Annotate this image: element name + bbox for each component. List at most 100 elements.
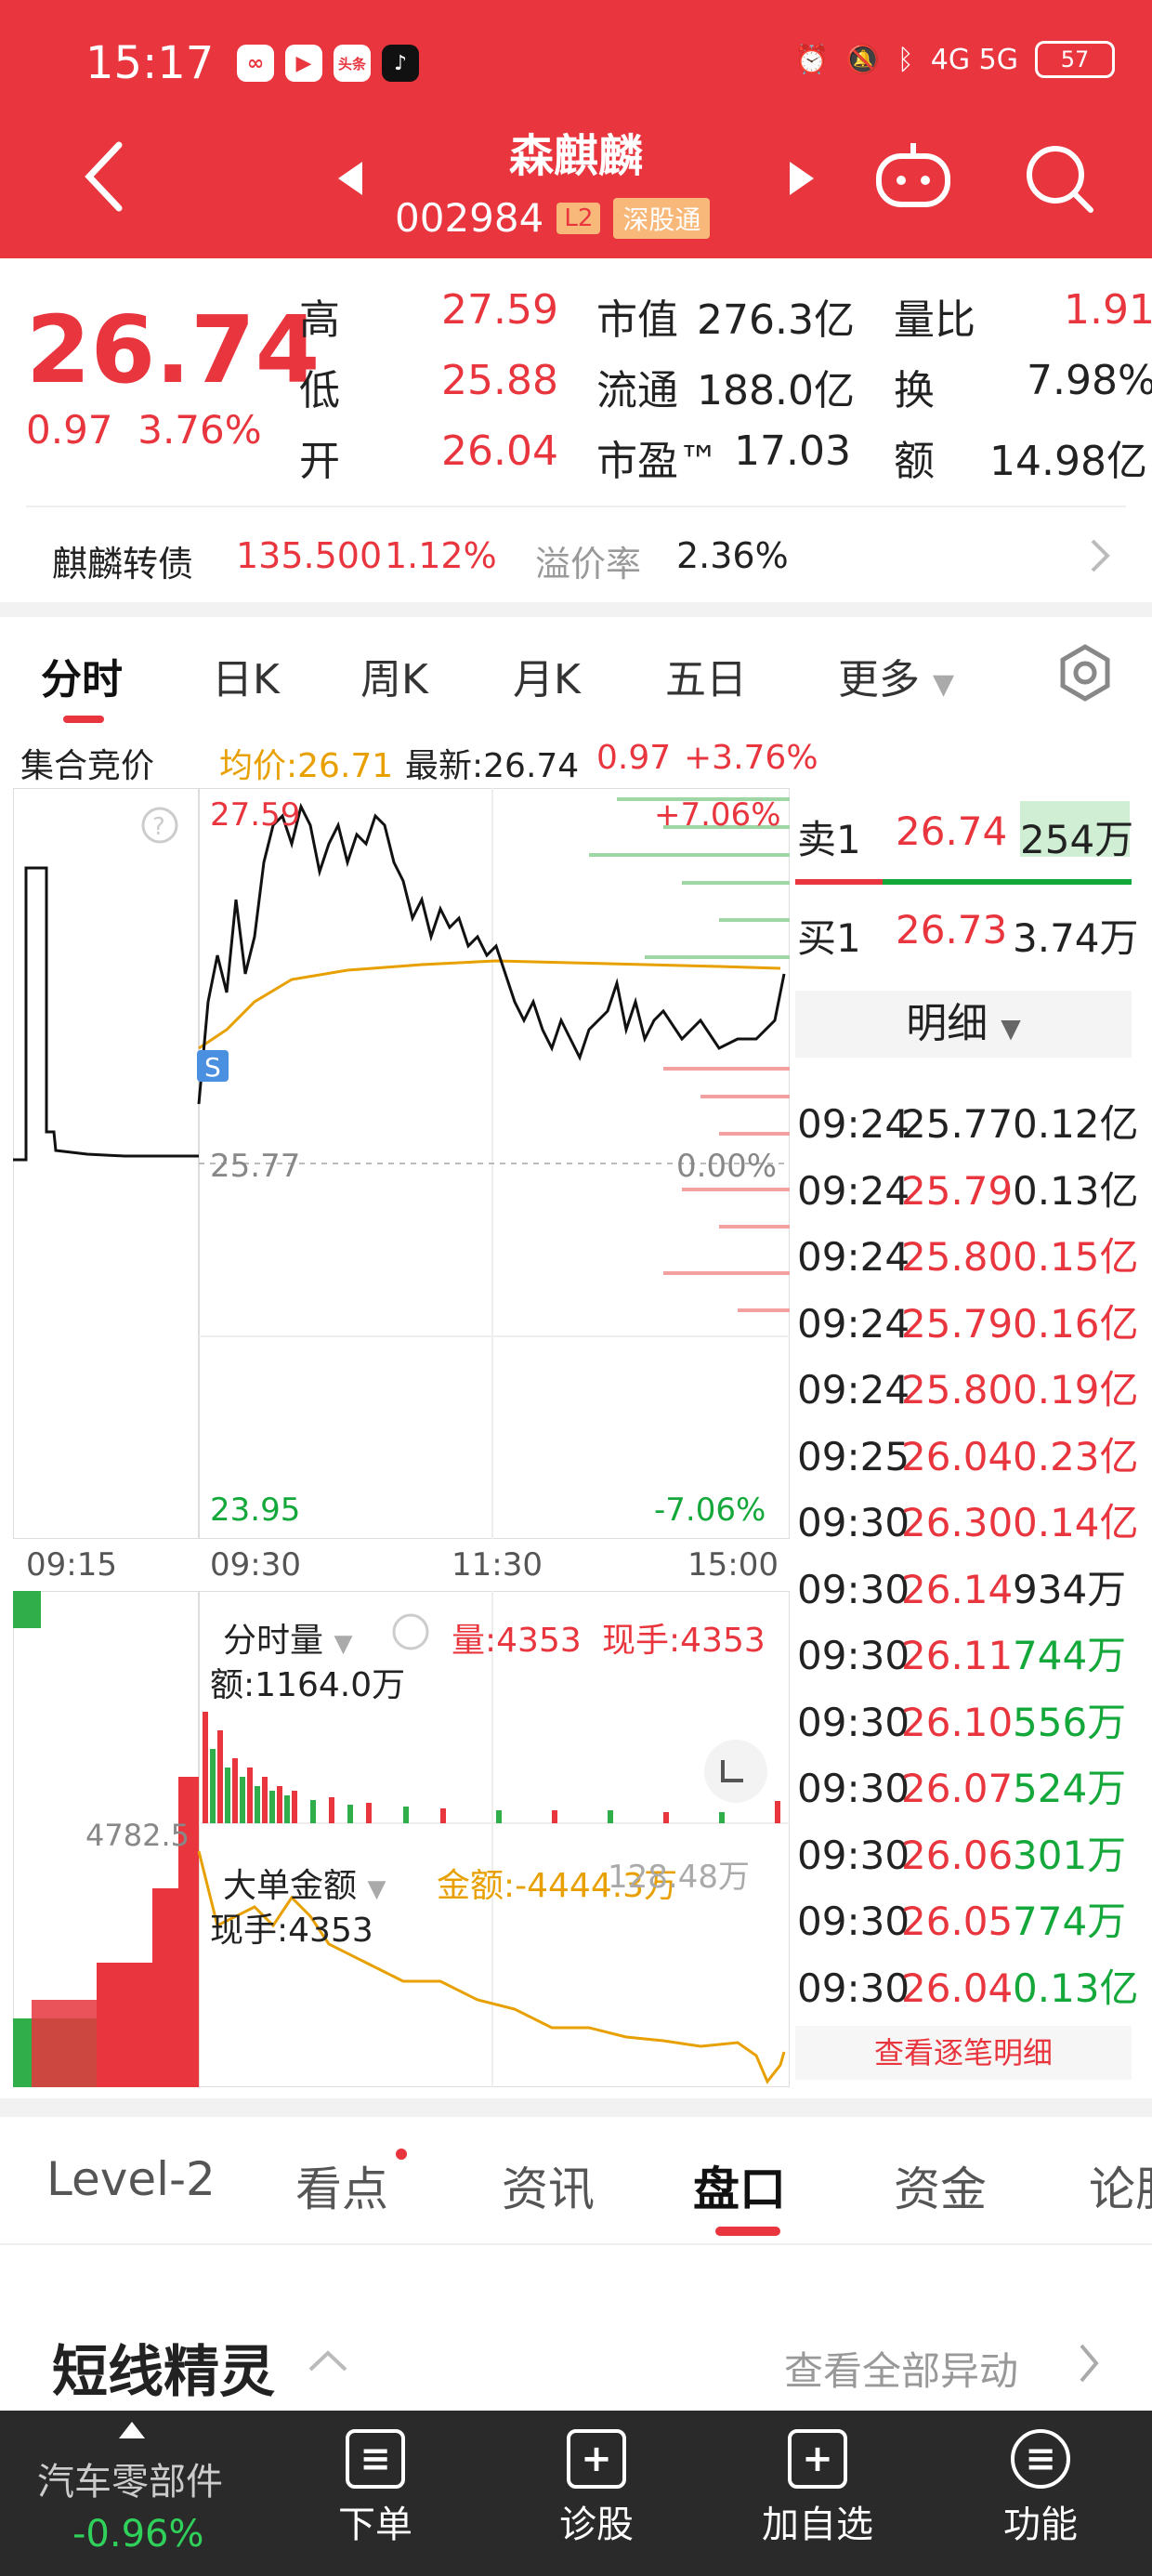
help-icon[interactable] [141,807,178,844]
bond-price: 135.500 [236,535,383,576]
intraday-volume-bars [203,1712,780,1823]
tab-highlights[interactable]: 看点 [295,2162,388,2216]
convertible-bond-row[interactable]: 麒麟转债 135.500 1.12% 溢价率 2.36% [0,513,1152,597]
tick-row: 09:2425.800.19亿 [797,1359,1143,1415]
diagnose-button[interactable]: + 诊股 [522,2429,671,2548]
order-label: 下单 [338,2504,412,2546]
open-value: 26.04 [441,427,558,475]
signal-icon: 4G 5G [930,43,1018,76]
order-icon: ≡ [346,2429,405,2489]
tick-volume: 301万 [1013,1832,1127,1878]
axis-low-pct: -7.06% [654,1492,766,1529]
status-time: 15:17 [85,37,215,89]
tick-price: 26.05 [901,1899,1014,1944]
float-value: 188.0亿 [697,367,855,414]
tab-intraday[interactable]: 分时 [41,656,123,703]
tab-funds[interactable]: 资金 [894,2162,987,2216]
chevron-right-icon [1080,2344,1099,2383]
tab-news[interactable]: 资讯 [502,2162,595,2216]
expand-chart-button[interactable] [704,1740,767,1803]
level-badge: L2 [556,202,601,234]
tick-volume: 0.13亿 [1013,1167,1139,1214]
tab-more[interactable]: 更多 ▼ [838,646,954,705]
open-label: 开 [299,438,340,485]
app-notification-icon: ∞ [237,45,274,82]
tick-time: 09:30 [797,1766,910,1811]
avg-price: 均价:26.71 [219,747,394,785]
tick-row: 09:3026.040.13亿 [797,1957,1143,2014]
expand-icon [721,1760,743,1782]
tick-price: 26.14 [901,1566,1014,1612]
tick-time: 09:30 [797,1965,910,2011]
toutiao-icon: 头条 [334,45,371,82]
search-icon[interactable] [1022,141,1096,216]
tick-time: 09:30 [797,1832,910,1878]
add-watchlist-button[interactable]: + 加自选 [743,2429,892,2548]
depth-bar-green [883,879,1132,885]
prev-stock-icon[interactable] [336,160,364,197]
dropdown-icon: ▼ [1001,1013,1021,1044]
active-tab-indicator [63,716,104,723]
tick-volume: 0.12亿 [1013,1101,1139,1147]
view-all-link[interactable]: 查看全部异动 [784,2348,1019,2394]
tab-monthly-k[interactable]: 月K [513,656,581,703]
tick-time: 09:30 [797,1699,910,1745]
change-value: 0.97 [26,407,113,453]
chevron-up-icon[interactable] [307,2347,349,2375]
tick-row: 09:2425.790.13亿 [797,1160,1143,1216]
tab-level2[interactable]: Level-2 [46,2152,216,2206]
premium-value: 2.36% [676,535,789,576]
tick-row: 09:3026.06301万 [797,1824,1143,1881]
depth-bar-red [795,879,883,885]
view-ticks-link[interactable]: 查看逐笔明细 [795,2026,1132,2080]
tab-weekly-k[interactable]: 周K [360,656,428,703]
back-icon[interactable] [82,139,128,214]
add-watchlist-label: 加自选 [762,2504,873,2546]
tab-daily-k[interactable]: 日K [212,656,280,703]
diagnose-label: 诊股 [559,2504,634,2546]
big-order-label[interactable]: 大单金额 ▼ [223,1859,386,1907]
tick-row: 09:2526.040.23亿 [797,1426,1143,1482]
tick-volume: 0.19亿 [1013,1367,1139,1413]
auction-label: 集合竞价 [20,747,155,785]
tab-order-book[interactable]: 盘口 [693,2162,786,2216]
next-stock-icon[interactable] [788,160,816,197]
volume-chart[interactable]: 4782.5 [13,1591,790,2087]
sell1-volume: 254万 [1020,817,1134,862]
big-order-right-value: 128.48万 [608,1859,750,1896]
axis-high-price: 27.59 [210,796,300,834]
chevron-right-icon [1091,539,1110,572]
tiktok-icon: ♪ [382,45,419,82]
new-dot [396,2149,407,2160]
current-price: 26.74 [26,296,321,404]
depth-bars [589,797,790,1312]
signal-marker[interactable] [197,1050,229,1082]
volume-label[interactable]: 分时量 ▼ [223,1613,352,1662]
settings-icon[interactable] [1055,643,1115,703]
turnover-value: 7.98% [1027,357,1152,404]
detail-dropdown[interactable]: 明细 ▼ [795,991,1132,1058]
battery-icon: 57 [1035,41,1115,78]
tick-row: 09:2425.790.16亿 [797,1293,1143,1349]
volume-help-icon[interactable] [392,1613,429,1650]
low-value: 25.88 [441,357,558,404]
tick-time: 09:24 [797,1167,910,1214]
stock-name: 森麒麟 [508,130,643,182]
turnover-label: 换 [894,367,935,414]
order-button[interactable]: ≡ 下单 [301,2429,450,2548]
tab-five-day[interactable]: 五日 [665,656,747,703]
buy1-price: 26.73 [896,907,1008,953]
intraday-price-chart[interactable]: S ? 27.59 25.77 23.95 +7.06% 0.00% -7.06… [13,788,790,1539]
functions-button[interactable]: ≡ 功能 [966,2429,1115,2548]
tick-volume: 0.14亿 [1013,1500,1139,1545]
robot-assistant-icon[interactable] [873,139,953,214]
tick-volume: 744万 [1013,1633,1127,1678]
tab-discussion[interactable]: 论股 [1089,2162,1152,2216]
tick-price: 26.07 [901,1766,1014,1811]
tick-volume: 0.13亿 [1013,1965,1139,2011]
axis-mid-price: 25.77 [210,1148,300,1185]
pe-label: 市盈™ [596,438,719,485]
divider [26,506,1126,507]
sector-name[interactable]: 汽车零部件 [37,2461,223,2504]
